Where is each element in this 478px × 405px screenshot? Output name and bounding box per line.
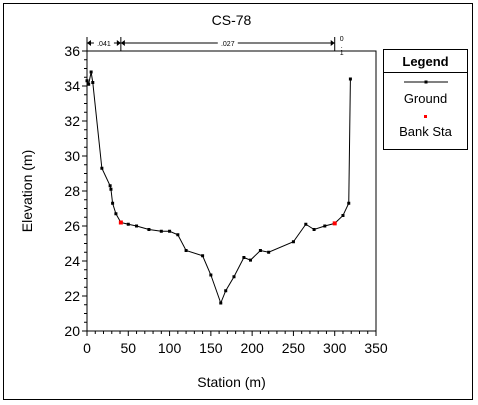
y-tick-label: 24	[64, 253, 80, 269]
legend-bank-sta-symbol	[424, 115, 427, 118]
ground-point	[341, 214, 345, 217]
reach-length-label: 1	[340, 50, 344, 57]
legend-bank-sta-label: Bank Sta	[399, 124, 452, 139]
ground-point	[147, 228, 151, 231]
reach-length-label: .027	[221, 41, 235, 48]
y-tick-label: 34	[64, 78, 80, 94]
reach-label-bg	[93, 38, 114, 48]
y-tick-label: 20	[64, 323, 80, 339]
ground-point	[176, 233, 180, 237]
y-tick-label: 28	[64, 183, 80, 199]
ground-point	[219, 301, 223, 305]
ground-point	[159, 229, 163, 233]
ground-point	[347, 201, 351, 205]
ground-point	[111, 201, 115, 205]
ground-point	[242, 256, 246, 259]
ground-point	[108, 184, 112, 188]
ground-point	[126, 222, 130, 226]
ground-point	[312, 228, 316, 231]
legend: Legend Ground Bank Sta	[383, 49, 468, 150]
legend-title: Legend	[402, 54, 449, 69]
ground-point	[100, 166, 104, 170]
x-tick-label: 50	[120, 340, 136, 356]
plot-area	[86, 50, 377, 332]
reach-length-label: .041	[97, 41, 111, 48]
x-tick-label: 150	[199, 340, 223, 356]
bank-station-point	[118, 220, 123, 225]
ground-point	[232, 275, 236, 279]
y-tick-label: 32	[64, 113, 80, 129]
ground-point	[267, 250, 271, 254]
ground-point	[258, 249, 262, 252]
y-tick-label: 26	[64, 218, 80, 234]
reach-arrow-right	[330, 40, 335, 46]
ground-point	[87, 82, 91, 86]
ground-point	[201, 254, 205, 258]
ground-point	[304, 222, 308, 226]
ground-point	[224, 289, 228, 293]
x-tick-label: 200	[240, 340, 264, 356]
ground-point	[209, 273, 213, 277]
y-tick-label: 36	[64, 43, 80, 59]
legend-ground-label: Ground	[403, 91, 448, 106]
reach-arrow-right	[116, 40, 121, 46]
reach-length-label: .	[341, 43, 343, 50]
reach-length-label: 0	[340, 36, 344, 43]
ground-point	[348, 77, 352, 81]
legend-divider	[384, 72, 467, 73]
ground-point	[184, 249, 188, 252]
x-tick-label: 300	[323, 340, 347, 356]
reach-label-bg	[217, 38, 238, 48]
ground-point	[85, 79, 89, 83]
reach-arrow-left	[87, 40, 91, 46]
ground-point	[114, 212, 118, 216]
x-tick-label: 100	[158, 340, 182, 356]
ground-point	[323, 224, 327, 228]
ground-point	[109, 187, 113, 191]
ground-point	[291, 240, 295, 244]
x-tick-label: 250	[282, 340, 306, 356]
bank-station-point	[332, 221, 337, 226]
x-axis-label: Station (m)	[197, 374, 265, 390]
y-tick-label: 30	[64, 148, 80, 164]
ground-line	[86, 71, 351, 305]
chart-title: CS-78	[212, 12, 252, 28]
ground-point	[168, 229, 172, 233]
y-axis-label: Elevation (m)	[19, 150, 35, 232]
ground-point	[89, 70, 93, 74]
y-tick-label: 22	[64, 288, 80, 304]
legend-ground-symbol	[404, 80, 448, 84]
x-tick-label: 350	[364, 340, 388, 356]
ground-point	[91, 81, 95, 84]
reach-arrow-left	[120, 40, 125, 46]
ground-point	[135, 224, 139, 228]
ground-point	[248, 258, 252, 262]
x-tick-label: 0	[83, 340, 91, 356]
